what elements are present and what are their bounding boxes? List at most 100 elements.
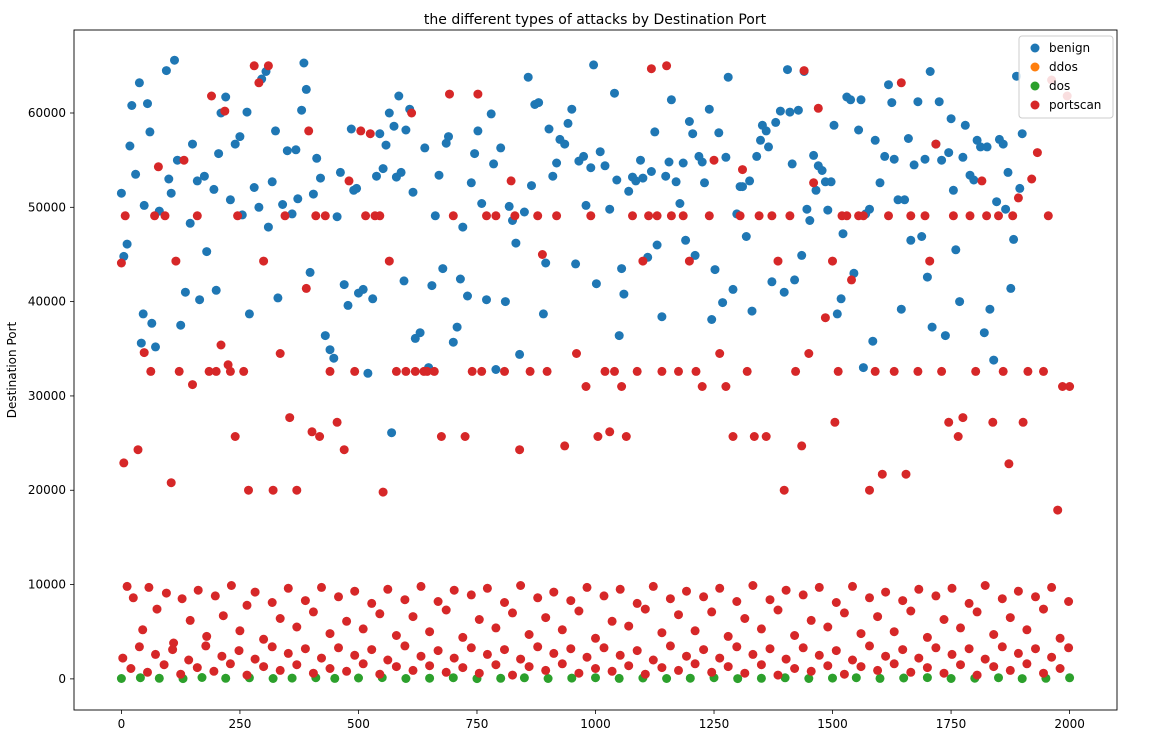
benign-point xyxy=(519,207,529,217)
portscan-point xyxy=(791,366,801,376)
portscan-point xyxy=(600,366,610,376)
portscan-point xyxy=(977,176,987,186)
portscan-point xyxy=(448,211,458,221)
benign-point xyxy=(697,157,707,167)
benign-point xyxy=(358,284,368,294)
portscan-point xyxy=(1039,604,1048,614)
portscan-point xyxy=(263,61,273,71)
benign-point xyxy=(661,171,671,181)
benign-point xyxy=(889,154,899,164)
benign-point xyxy=(438,264,448,274)
portscan-point xyxy=(300,596,310,606)
legend-item-ddos: ddos xyxy=(1030,60,1078,74)
dos-point xyxy=(946,674,956,683)
portscan-point xyxy=(188,380,197,390)
portscan-point xyxy=(809,178,819,188)
benign-point xyxy=(707,315,717,324)
portscan-point xyxy=(552,211,562,221)
portscan-point xyxy=(301,283,311,293)
benign-point xyxy=(960,120,970,130)
portscan-point xyxy=(217,651,227,661)
benign-point xyxy=(600,161,610,171)
benign-point xyxy=(305,267,315,277)
portscan-point xyxy=(666,211,676,221)
portscan-point xyxy=(715,349,725,358)
portscan-point xyxy=(994,211,1003,221)
portscan-point xyxy=(358,659,368,669)
portscan-point xyxy=(799,66,809,76)
benign-point xyxy=(761,126,771,136)
benign-point xyxy=(235,132,245,142)
portscan-point xyxy=(557,659,567,669)
portscan-point xyxy=(591,633,600,643)
benign-point xyxy=(452,322,462,332)
portscan-point xyxy=(159,660,169,670)
portscan-point xyxy=(285,413,295,423)
portscan-point xyxy=(533,593,543,603)
portscan-point xyxy=(304,126,314,136)
benign-point xyxy=(884,80,893,90)
portscan-point xyxy=(474,668,484,678)
portscan-point xyxy=(906,667,916,677)
x-tick-label: 0 xyxy=(118,717,126,731)
portscan-point xyxy=(342,666,352,676)
portscan-point xyxy=(831,598,841,607)
benign-point xyxy=(617,264,627,274)
dos-point xyxy=(780,673,790,683)
portscan-point xyxy=(308,607,318,617)
benign-point xyxy=(408,187,418,197)
portscan-point xyxy=(798,643,808,653)
benign-point xyxy=(998,139,1008,149)
portscan-point xyxy=(259,256,269,266)
portscan-point xyxy=(806,615,816,625)
portscan-point xyxy=(605,427,615,437)
portscan-point xyxy=(1005,613,1015,623)
portscan-point xyxy=(161,588,171,598)
portscan-point xyxy=(254,78,264,88)
dos-point xyxy=(591,673,600,683)
x-tick-label: 2000 xyxy=(1054,717,1085,731)
x-tick-label: 1500 xyxy=(817,717,848,731)
portscan-point xyxy=(820,313,830,323)
portscan-point xyxy=(325,664,335,673)
benign-point xyxy=(125,141,135,151)
portscan-point xyxy=(1055,633,1065,643)
portscan-point xyxy=(848,581,857,591)
portscan-point xyxy=(842,211,852,221)
portscan-point xyxy=(980,654,990,664)
dos-point xyxy=(448,673,458,683)
benign-point xyxy=(738,182,747,192)
portscan-point xyxy=(118,653,128,663)
benign-point xyxy=(595,147,605,157)
portscan-point xyxy=(632,598,642,608)
portscan-point xyxy=(989,630,999,639)
portscan-point xyxy=(315,432,325,441)
portscan-point xyxy=(179,155,189,165)
portscan-point xyxy=(665,594,675,604)
benign-point xyxy=(650,127,660,137)
portscan-point xyxy=(466,590,476,600)
benign-point xyxy=(444,132,453,142)
benign-point xyxy=(477,199,487,208)
portscan-point xyxy=(433,646,443,656)
portscan-point xyxy=(233,211,243,221)
portscan-point xyxy=(467,366,477,376)
portscan-point xyxy=(1005,665,1015,675)
dos-point xyxy=(756,673,766,683)
portscan-point xyxy=(638,256,648,266)
portscan-point xyxy=(325,629,335,639)
portscan-point xyxy=(549,648,559,658)
benign-point xyxy=(335,167,345,177)
benign-point xyxy=(666,95,676,105)
portscan-point xyxy=(901,469,911,479)
benign-point xyxy=(893,195,903,205)
portscan-point xyxy=(773,256,783,266)
portscan-point xyxy=(325,366,335,376)
portscan-point xyxy=(533,642,543,652)
legend-marker xyxy=(1030,62,1040,72)
portscan-point xyxy=(249,61,259,71)
portscan-point xyxy=(873,665,883,675)
benign-point xyxy=(745,176,755,186)
benign-point xyxy=(865,204,874,214)
portscan-point xyxy=(665,641,675,651)
